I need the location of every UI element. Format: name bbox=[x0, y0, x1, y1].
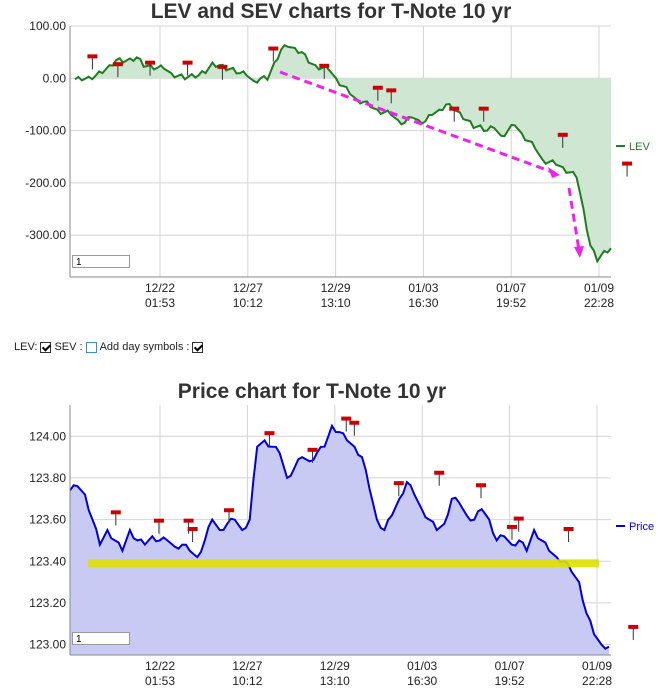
day-marker bbox=[349, 420, 360, 436]
day-marker bbox=[187, 527, 198, 542]
price-axes: 124.00 123.80 123.60 123.40 123.20 123.00 12/2… bbox=[29, 405, 612, 688]
x-tick-date: 12/22 bbox=[145, 281, 175, 295]
price-page-input[interactable]: 1 bbox=[72, 632, 130, 645]
x-tick-date: 01/03 bbox=[408, 281, 438, 295]
lev-chart-title: LEV and SEV charts for T-Note 10 yr bbox=[151, 0, 512, 23]
y-tick-label: 123.00 bbox=[29, 638, 66, 652]
series-area bbox=[70, 425, 609, 655]
day-marker bbox=[217, 64, 228, 80]
day-marker bbox=[112, 62, 123, 78]
day-marker bbox=[475, 483, 486, 499]
y-tick-label: 100.00 bbox=[29, 19, 66, 33]
day-marker bbox=[557, 132, 568, 148]
trend-arrowhead bbox=[548, 167, 560, 178]
day-marker bbox=[153, 518, 164, 534]
price-legend: Price bbox=[616, 521, 654, 533]
x-tick-date: 01/03 bbox=[407, 659, 437, 673]
x-tick-date: 12/27 bbox=[232, 659, 262, 673]
y-tick-label: 123.80 bbox=[29, 471, 66, 485]
price-series bbox=[69, 423, 610, 655]
day-marker bbox=[449, 106, 460, 122]
trend-arrowhead bbox=[574, 246, 584, 258]
day-marker bbox=[110, 510, 121, 526]
sev-option-label: SEV : bbox=[54, 341, 83, 353]
day-marker bbox=[264, 431, 275, 447]
lev-axes: 100.00 0.00 -100.00 -200.00 -300.00 12/2201:5… bbox=[25, 19, 614, 310]
chart-options: LEV: SEV : Add day symbols : bbox=[14, 341, 206, 353]
y-tick-label: -300.00 bbox=[25, 228, 66, 242]
trend-line bbox=[567, 187, 581, 251]
price-day-markers bbox=[110, 416, 639, 640]
day-marker bbox=[372, 85, 383, 101]
lev-sev-chart: LEV and SEV charts for T-Note 10 yr 100.… bbox=[25, 0, 650, 310]
series-line bbox=[74, 43, 612, 264]
y-tick-label: -100.00 bbox=[25, 124, 66, 138]
lev-day-markers bbox=[87, 46, 633, 177]
series-area bbox=[75, 45, 611, 262]
price-legend-label: Price bbox=[629, 521, 654, 533]
day-marker bbox=[87, 54, 98, 70]
day-symbols-checkbox[interactable] bbox=[192, 341, 204, 353]
day-marker bbox=[268, 46, 279, 62]
day-marker bbox=[307, 447, 318, 463]
day-marker bbox=[434, 470, 445, 486]
x-tick-date: 12/22 bbox=[145, 659, 175, 673]
y-tick-label: -200.00 bbox=[25, 176, 66, 190]
x-tick-time: 01:53 bbox=[145, 296, 175, 310]
x-tick-time: 19:52 bbox=[496, 296, 526, 310]
sev-checkbox[interactable] bbox=[85, 341, 97, 353]
day-marker bbox=[513, 516, 524, 532]
x-tick-time: 16:30 bbox=[408, 296, 438, 310]
day-symbols-option-label: Add day symbols : bbox=[99, 341, 190, 353]
x-tick-date: 01/07 bbox=[496, 281, 526, 295]
y-tick-label: 123.20 bbox=[29, 596, 66, 610]
lev-option-label: LEV: bbox=[14, 341, 38, 353]
day-marker bbox=[506, 524, 517, 540]
lev-legend: LEV bbox=[616, 141, 650, 153]
x-tick-date: 12/27 bbox=[233, 281, 263, 295]
day-marker bbox=[478, 106, 489, 122]
day-marker bbox=[182, 60, 193, 76]
price-chart-title: Price chart for T-Note 10 yr bbox=[178, 380, 446, 403]
day-marker bbox=[393, 481, 404, 497]
series-line bbox=[69, 423, 610, 650]
x-tick-date: 12/29 bbox=[320, 659, 350, 673]
y-tick-label: 123.60 bbox=[29, 513, 66, 527]
x-tick-date: 12/29 bbox=[321, 281, 351, 295]
y-tick-label: 124.00 bbox=[29, 429, 66, 443]
day-marker bbox=[341, 416, 352, 432]
day-marker bbox=[319, 63, 330, 79]
x-tick-date: 01/07 bbox=[495, 659, 525, 673]
x-tick-time: 16:30 bbox=[407, 674, 437, 688]
lev-checkbox[interactable] bbox=[40, 341, 52, 353]
x-tick-time: 19:52 bbox=[495, 674, 525, 688]
x-tick-time: 13:10 bbox=[320, 674, 350, 688]
lev-legend-label: LEV bbox=[629, 141, 650, 153]
y-tick-label: 0.00 bbox=[43, 71, 67, 85]
day-marker bbox=[145, 60, 156, 76]
day-marker bbox=[563, 527, 574, 542]
day-marker bbox=[622, 161, 633, 177]
price-chart: Price chart for T-Note 10 yr 124.00 123.8… bbox=[29, 380, 654, 688]
x-tick-date: 01/09 bbox=[582, 659, 612, 673]
x-tick-time: 10:12 bbox=[233, 296, 263, 310]
trend-line bbox=[279, 70, 556, 175]
day-marker bbox=[628, 624, 639, 640]
x-tick-time: 13:10 bbox=[321, 296, 351, 310]
x-tick-date: 01/09 bbox=[584, 281, 614, 295]
lev-series bbox=[74, 43, 612, 264]
support-band bbox=[88, 559, 599, 568]
day-marker bbox=[386, 88, 397, 104]
x-tick-time: 22:28 bbox=[584, 296, 614, 310]
lev-trend-lines bbox=[279, 70, 584, 258]
x-tick-time: 10:12 bbox=[232, 674, 262, 688]
x-tick-time: 22:28 bbox=[582, 674, 612, 688]
price-support-band bbox=[88, 559, 599, 568]
y-tick-label: 123.40 bbox=[29, 554, 66, 568]
day-marker bbox=[224, 508, 235, 524]
lev-page-input[interactable]: 1 bbox=[72, 255, 130, 268]
x-tick-time: 01:53 bbox=[145, 674, 175, 688]
